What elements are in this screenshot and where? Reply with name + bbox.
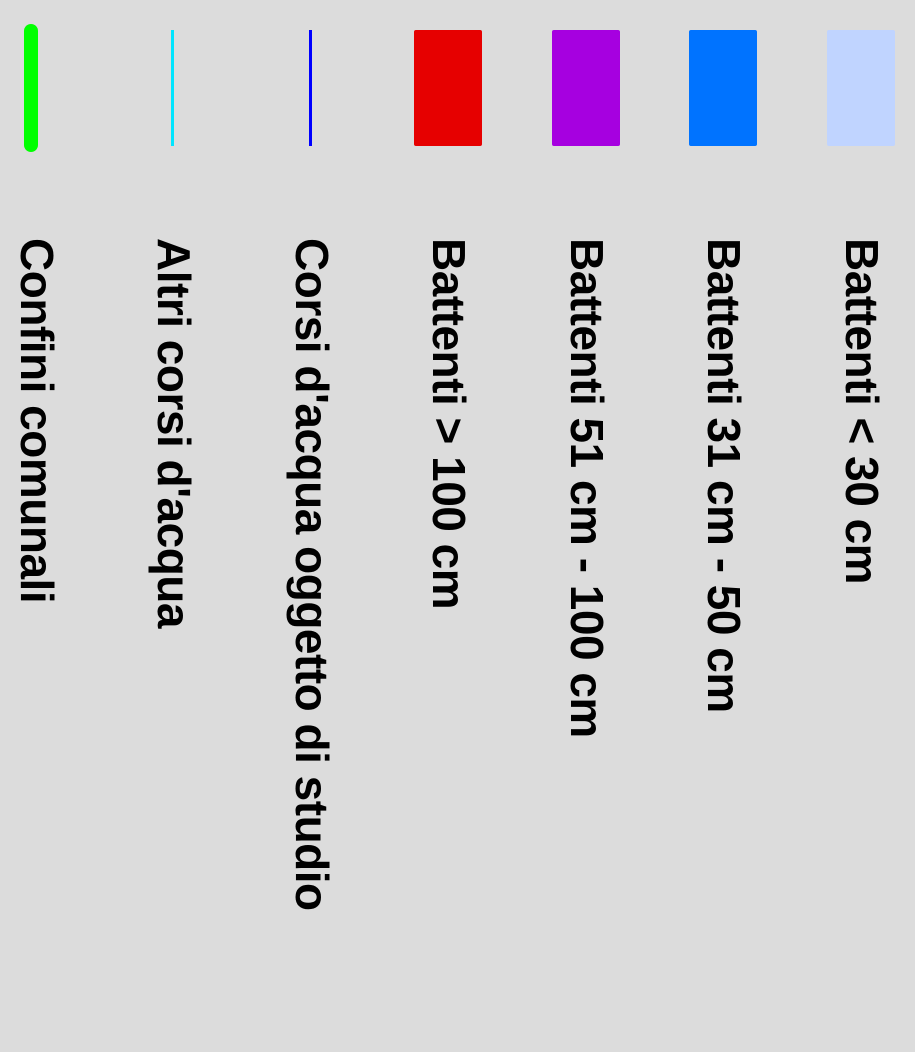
legend-label-battenti-51-100: Battenti 51 cm - 100 cm [561, 238, 613, 738]
legend-line-confini-comunali [24, 24, 38, 152]
legend-swatch-battenti-over-100 [414, 30, 482, 146]
legend-swatch-battenti-51-100 [552, 30, 620, 146]
legend-label-battenti-over-100: Battenti > 100 cm [423, 238, 475, 610]
legend-item-battenti-under-30: Battenti < 30 cm [821, 0, 901, 1052]
legend-label-confini-comunali: Confini comunali [11, 238, 63, 604]
legend-label-corsi-studio: Corsi d'acqua oggetto di studio [286, 238, 338, 911]
legend-item-battenti-over-100: Battenti > 100 cm [408, 0, 488, 1052]
legend-item-corsi-studio: Corsi d'acqua oggetto di studio [271, 0, 351, 1052]
legend-item-altri-corsi: Altri corsi d'acqua [133, 0, 213, 1052]
legend-swatch-battenti-31-50 [689, 30, 757, 146]
legend-line-altri-corsi [171, 30, 174, 146]
legend-label-battenti-under-30: Battenti < 30 cm [836, 238, 888, 585]
legend-line-corsi-studio [309, 30, 312, 146]
legend-swatch-battenti-under-30 [827, 30, 895, 146]
legend-item-battenti-31-50: Battenti 31 cm - 50 cm [683, 0, 763, 1052]
legend-label-altri-corsi: Altri corsi d'acqua [148, 238, 200, 628]
legend-item-battenti-51-100: Battenti 51 cm - 100 cm [546, 0, 626, 1052]
legend-label-battenti-31-50: Battenti 31 cm - 50 cm [698, 238, 750, 713]
legend-item-confini-comunali: Confini comunali [0, 0, 76, 1052]
